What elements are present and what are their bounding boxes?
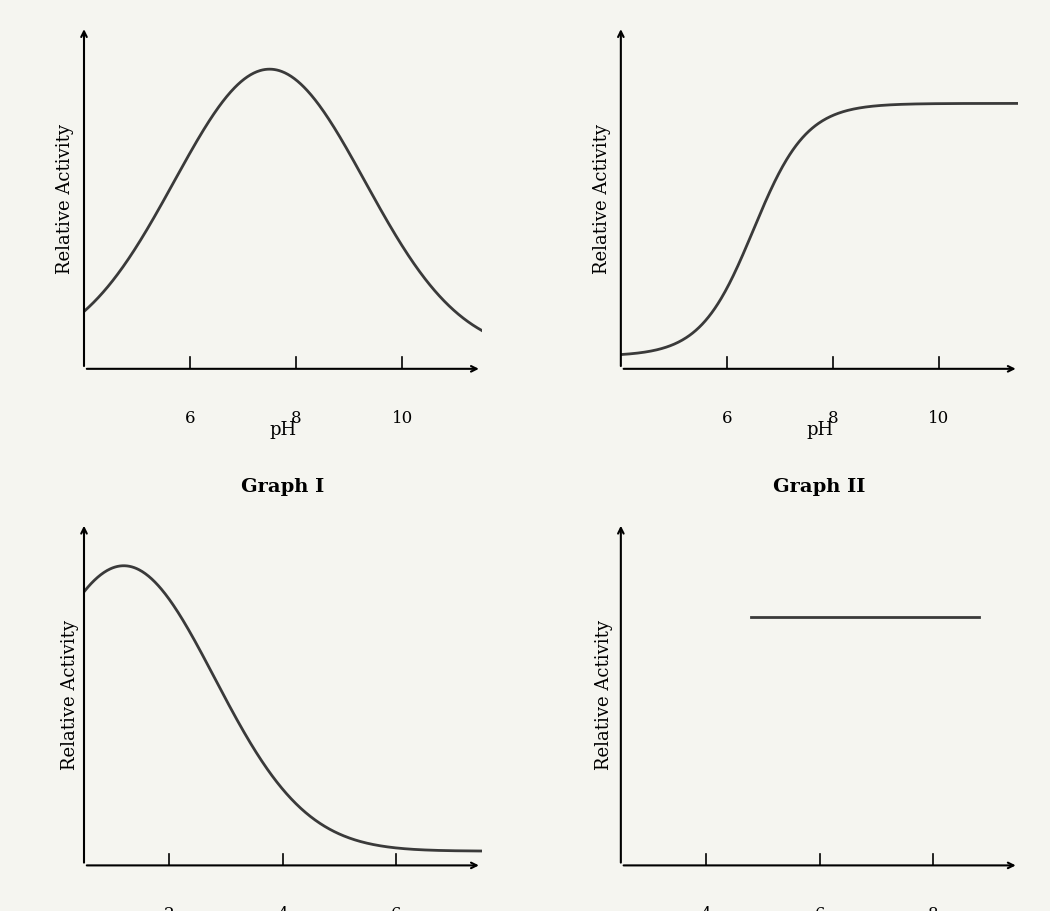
Text: pH: pH [269,421,296,439]
Text: 4: 4 [700,906,711,911]
Text: pH: pH [806,421,834,439]
Text: 8: 8 [291,409,301,426]
Text: 4: 4 [277,906,288,911]
Text: 6: 6 [815,906,825,911]
Text: Relative Activity: Relative Activity [593,124,611,273]
Text: Relative Activity: Relative Activity [594,619,613,769]
Text: Relative Activity: Relative Activity [57,124,75,273]
Text: 8: 8 [827,409,838,426]
Text: 6: 6 [185,409,195,426]
Text: Relative Activity: Relative Activity [61,619,79,769]
Text: 2: 2 [164,906,174,911]
Text: 10: 10 [928,409,949,426]
Text: 10: 10 [392,409,413,426]
Text: Graph II: Graph II [774,477,866,496]
Text: 6: 6 [721,409,732,426]
Text: 6: 6 [392,906,402,911]
Text: 8: 8 [928,906,939,911]
Text: Graph I: Graph I [242,477,324,496]
